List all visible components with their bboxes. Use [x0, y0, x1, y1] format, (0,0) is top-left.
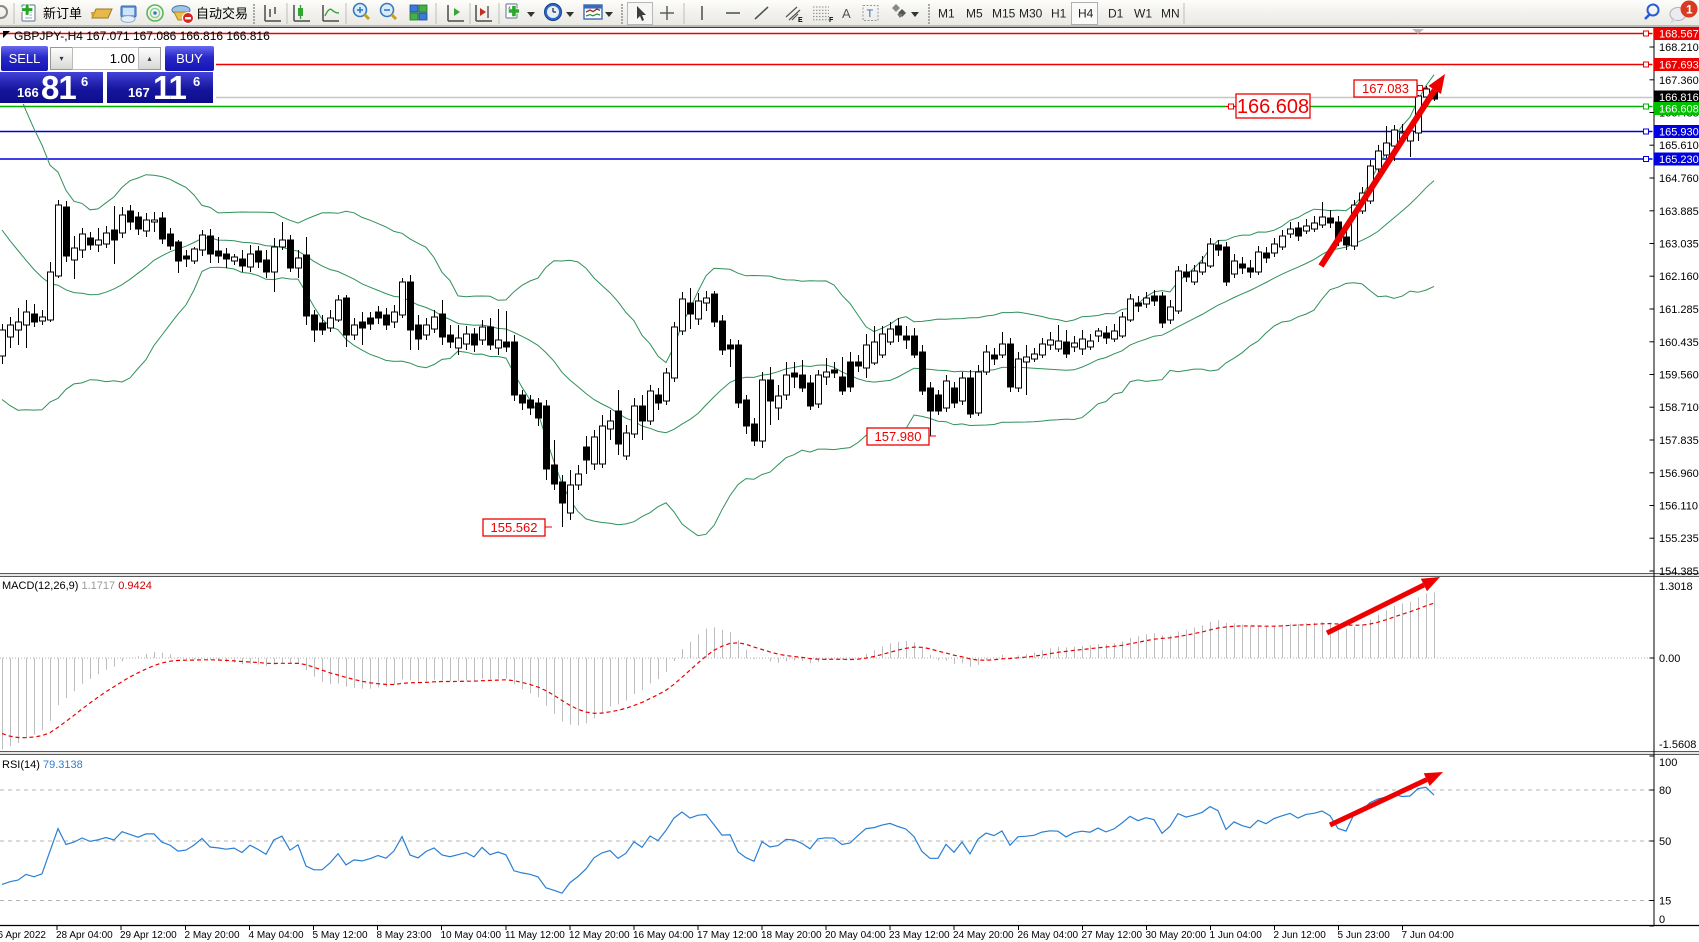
svg-text:8 May 23:00: 8 May 23:00: [377, 930, 432, 941]
svg-text:1 Jun 04:00: 1 Jun 04:00: [1210, 930, 1263, 941]
svg-text:T: T: [867, 8, 874, 20]
svg-text:156.960: 156.960: [1659, 468, 1699, 480]
svg-text:167.083: 167.083: [1362, 81, 1409, 96]
svg-text:165.930: 165.930: [1659, 127, 1699, 139]
svg-text:161.285: 161.285: [1659, 304, 1699, 316]
svg-text:165.230: 165.230: [1659, 154, 1699, 166]
svg-text:157.980: 157.980: [875, 429, 922, 444]
svg-text:E: E: [798, 17, 803, 24]
svg-text:24 May 20:00: 24 May 20:00: [953, 930, 1014, 941]
svg-text:16 May 04:00: 16 May 04:00: [633, 930, 694, 941]
svg-text:10 May 04:00: 10 May 04:00: [441, 930, 502, 941]
svg-text:新订单: 新订单: [43, 6, 82, 21]
svg-text:26 May 04:00: 26 May 04:00: [1018, 930, 1079, 941]
svg-text:167.360: 167.360: [1659, 75, 1699, 87]
svg-text:11 May 12:00: 11 May 12:00: [505, 930, 565, 941]
svg-text:27 May 12:00: 27 May 12:00: [1082, 930, 1143, 941]
svg-text:2 May 20:00: 2 May 20:00: [185, 930, 240, 941]
svg-text:GBPJPY-,H4 167.071 167.086 16: GBPJPY-,H4 167.071 167.086 166.816 166.8…: [14, 29, 270, 43]
svg-text:2 Jun 12:00: 2 Jun 12:00: [1274, 930, 1327, 941]
svg-text:158.710: 158.710: [1659, 402, 1699, 414]
svg-text:M5: M5: [966, 7, 983, 21]
svg-text:164.760: 164.760: [1659, 173, 1699, 185]
svg-text:23 May 12:00: 23 May 12:00: [889, 930, 950, 941]
svg-text:26 Apr 2022: 26 Apr 2022: [0, 930, 46, 941]
svg-text:167.693: 167.693: [1659, 60, 1699, 72]
svg-text:H1: H1: [1051, 7, 1067, 21]
svg-text:155.235: 155.235: [1659, 533, 1699, 545]
svg-text:自动交易: 自动交易: [196, 6, 248, 21]
svg-text:160.435: 160.435: [1659, 337, 1699, 349]
svg-text:50: 50: [1659, 836, 1671, 848]
svg-text:155.562: 155.562: [491, 520, 538, 535]
svg-text:M1: M1: [938, 7, 955, 21]
svg-text:MACD(12,26,9) 1.1717 0.9424: MACD(12,26,9) 1.1717 0.9424: [2, 580, 152, 592]
svg-text:166.816: 166.816: [1659, 92, 1699, 104]
svg-text:1: 1: [1686, 3, 1693, 17]
svg-text:166.608: 166.608: [1659, 104, 1699, 116]
svg-text:154.385: 154.385: [1659, 566, 1699, 578]
svg-text:18 May 20:00: 18 May 20:00: [761, 930, 822, 941]
svg-text:30 May 20:00: 30 May 20:00: [1146, 930, 1207, 941]
svg-text:0: 0: [1659, 914, 1665, 926]
svg-text:12 May 20:00: 12 May 20:00: [569, 930, 630, 941]
svg-text:5 Jun 23:00: 5 Jun 23:00: [1338, 930, 1391, 941]
svg-text:166.608: 166.608: [1237, 96, 1309, 118]
svg-text:A: A: [842, 6, 851, 21]
svg-text:162.160: 162.160: [1659, 271, 1699, 283]
svg-text:163.885: 163.885: [1659, 206, 1699, 218]
svg-text:RSI(14) 79.3138: RSI(14) 79.3138: [2, 759, 83, 771]
svg-text:100: 100: [1659, 757, 1677, 769]
svg-text:7 Jun 04:00: 7 Jun 04:00: [1402, 930, 1455, 941]
svg-text:157.835: 157.835: [1659, 435, 1699, 447]
svg-text:29 Apr 12:00: 29 Apr 12:00: [120, 930, 177, 941]
svg-text:MN: MN: [1161, 7, 1180, 21]
svg-text:H4: H4: [1078, 7, 1094, 21]
svg-text:163.035: 163.035: [1659, 239, 1699, 251]
svg-text:0.00: 0.00: [1659, 653, 1680, 665]
svg-text:20 May 04:00: 20 May 04:00: [825, 930, 886, 941]
svg-text:-1.5608: -1.5608: [1659, 739, 1696, 751]
svg-text:1.3018: 1.3018: [1659, 581, 1693, 593]
svg-text:28 Apr 04:00: 28 Apr 04:00: [56, 930, 113, 941]
svg-text:W1: W1: [1134, 7, 1152, 21]
svg-text:156.110: 156.110: [1659, 501, 1698, 513]
svg-text:168.567: 168.567: [1659, 29, 1699, 41]
svg-text:5 May 12:00: 5 May 12:00: [313, 930, 368, 941]
svg-text:D1: D1: [1108, 7, 1124, 21]
svg-text:17 May 12:00: 17 May 12:00: [697, 930, 758, 941]
svg-text:80: 80: [1659, 785, 1671, 797]
svg-text:F: F: [829, 17, 834, 24]
svg-text:15: 15: [1659, 896, 1671, 908]
svg-text:M15: M15: [992, 7, 1016, 21]
svg-text:4 May 04:00: 4 May 04:00: [249, 930, 304, 941]
svg-text:165.610: 165.610: [1659, 140, 1699, 152]
svg-text:168.210: 168.210: [1659, 42, 1699, 54]
svg-text:159.560: 159.560: [1659, 370, 1699, 382]
svg-text:M30: M30: [1019, 7, 1043, 21]
